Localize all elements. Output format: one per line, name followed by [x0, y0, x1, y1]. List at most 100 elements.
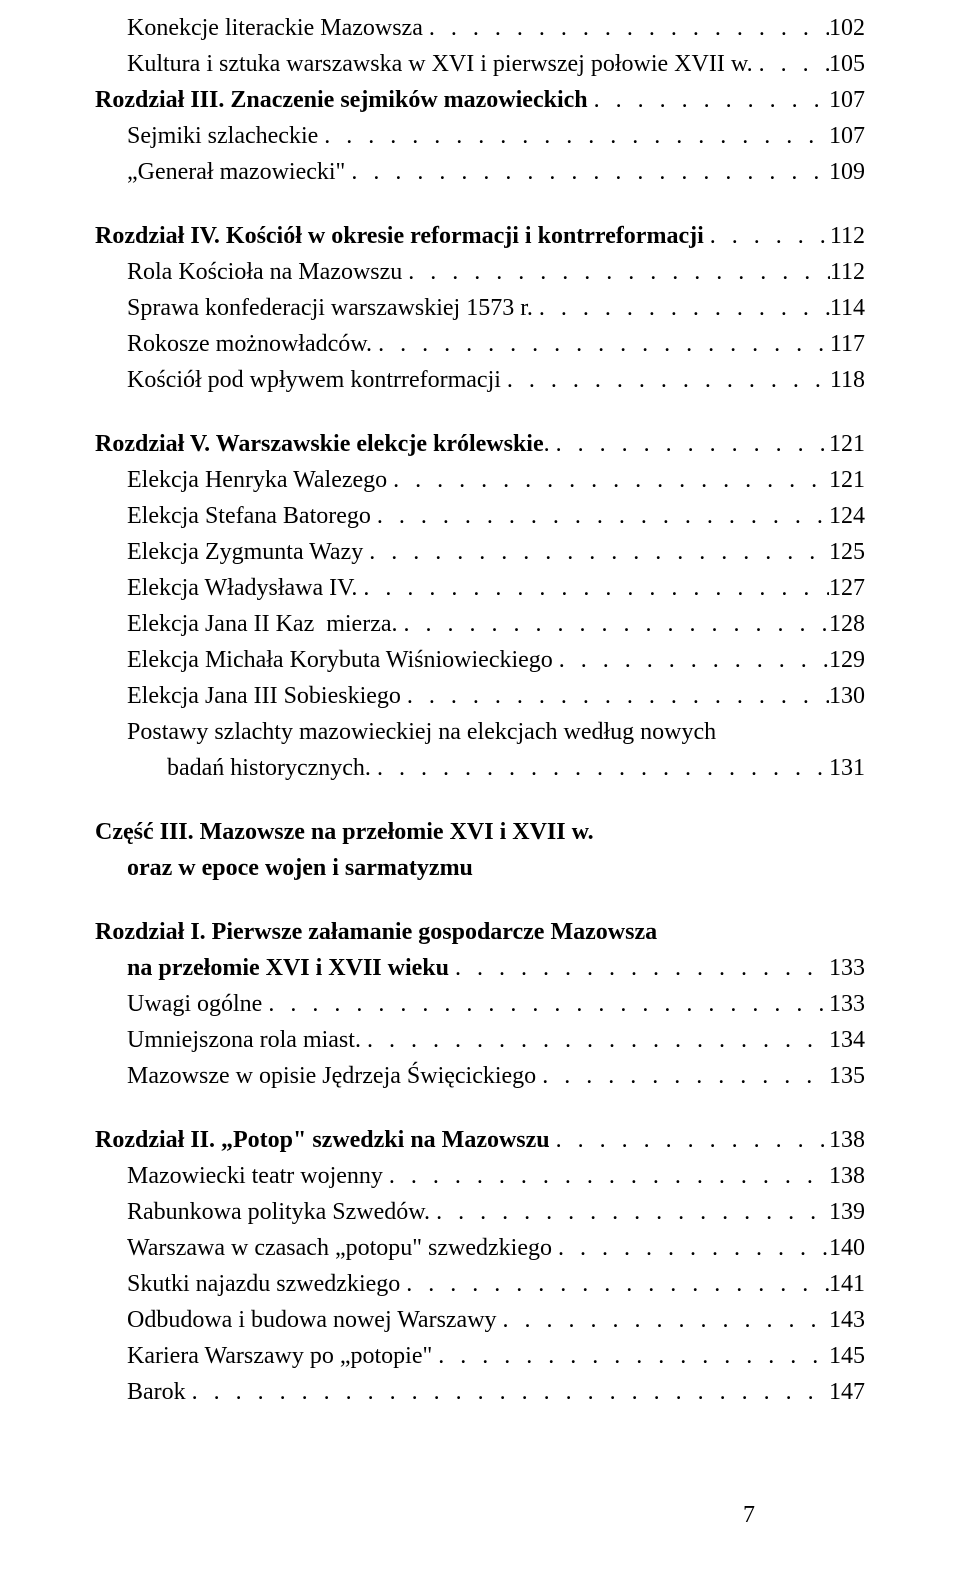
toc-page-number: 121 — [829, 462, 865, 498]
toc-entry: Elekcja Henryka Walezego. . . . . . . . … — [95, 462, 865, 498]
leader-dots: . . . . . . . . . . . . . . . . . . . . … — [497, 1302, 829, 1338]
toc-label: Warszawa w czasach „potopu" szwedzkiego — [95, 1230, 552, 1266]
toc-page-number: 121 — [829, 426, 865, 462]
toc-page-number: 135 — [829, 1058, 865, 1094]
leader-dots: . . . . . . . . . . . . . . . . . . . . … — [753, 46, 829, 82]
toc-entry: Rozdział II. „Potop" szwedzki na Mazowsz… — [95, 1122, 865, 1158]
toc-entry: badań historycznych.. . . . . . . . . . … — [95, 750, 865, 786]
toc-entry: Elekcja Jana II Kaz mierza.. . . . . . .… — [95, 606, 865, 642]
toc-entry: oraz w epoce wojen i sarmatyzmu — [95, 850, 865, 886]
toc-label: Rozdział IV. Kościół w okresie reformacj… — [95, 218, 704, 254]
toc-page-number: 118 — [830, 362, 865, 398]
toc-entry: Część III. Mazowsze na przełomie XVI i X… — [95, 814, 865, 850]
toc-label: Rola Kościoła na Mazowszu — [95, 254, 402, 290]
toc-page-number: 124 — [829, 498, 865, 534]
toc-label: badań historycznych. — [95, 750, 371, 786]
leader-dots: . . . . . . . . . . . . . . . . . . . . … — [401, 678, 829, 714]
toc-entry: Odbudowa i budowa nowej Warszawy. . . . … — [95, 1302, 865, 1338]
toc-label: Elekcja Henryka Walezego — [95, 462, 387, 498]
toc-label: „Generał mazowiecki" — [95, 154, 345, 190]
toc-page-number: 139 — [829, 1194, 865, 1230]
toc-label: Rozdział V. Warszawskie elekcje królewsk… — [95, 426, 550, 462]
leader-dots: . . . . . . . . . . . . . . . . . . . . … — [501, 362, 830, 398]
toc-label: Elekcja Stefana Batorego — [95, 498, 371, 534]
toc-page-number: 109 — [829, 154, 865, 190]
toc-page-number: 128 — [829, 606, 865, 642]
toc-page-number: 145 — [829, 1338, 865, 1374]
toc-entry: Rozdział I. Pierwsze załamanie gospodarc… — [95, 914, 865, 950]
toc-label: Rozdział III. Znaczenie sejmików mazowie… — [95, 82, 588, 118]
toc-label: Część III. Mazowsze na przełomie XVI i X… — [95, 819, 594, 845]
toc-page-number: 130 — [829, 678, 865, 714]
leader-dots: . . . . . . . . . . . . . . . . . . . . … — [432, 1338, 829, 1374]
toc-entry: Rola Kościoła na Mazowszu. . . . . . . .… — [95, 254, 865, 290]
leader-dots: . . . . . . . . . . . . . . . . . . . . … — [363, 534, 829, 570]
leader-dots: . . . . . . . . . . . . . . . . . . . . … — [402, 254, 830, 290]
leader-dots: . . . . . . . . . . . . . . . . . . . . … — [383, 1158, 829, 1194]
toc-page-number: 140 — [829, 1230, 865, 1266]
leader-dots: . . . . . . . . . . . . . . . . . . . . … — [387, 462, 829, 498]
leader-dots: . . . . . . . . . . . . . . . . . . . . … — [552, 1230, 829, 1266]
toc-entry: Elekcja Stefana Batorego. . . . . . . . … — [95, 498, 865, 534]
toc-entry: Postawy szlachty mazowieckiej na elekcja… — [95, 714, 865, 750]
toc-label: Elekcja Michała Korybuta Wiśniowieckiego — [95, 642, 553, 678]
toc-entry: Mazowsze w opisie Jędrzeja Święcickiego.… — [95, 1058, 865, 1094]
toc-entry: Konekcje literackie Mazowsza. . . . . . … — [95, 10, 865, 46]
toc-label: Elekcja Jana III Sobieskiego — [95, 678, 401, 714]
toc-entry: Kościół pod wpływem kontrreformacji. . .… — [95, 362, 865, 398]
leader-dots: . . . . . . . . . . . . . . . . . . . . … — [553, 642, 829, 678]
toc-page-number: 131 — [829, 750, 865, 786]
toc-label: Sejmiki szlacheckie — [95, 118, 318, 154]
toc-page-number: 138 — [829, 1158, 865, 1194]
toc-entry: Kultura i sztuka warszawska w XVI i pier… — [95, 46, 865, 82]
toc-page-number: 134 — [829, 1022, 865, 1058]
toc-entry: Elekcja Jana III Sobieskiego. . . . . . … — [95, 678, 865, 714]
toc-label: Sprawa konfederacji warszawskiej 1573 r. — [95, 290, 533, 326]
toc-entry: Skutki najazdu szwedzkiego. . . . . . . … — [95, 1266, 865, 1302]
toc-label: Umniejszona rola miast. — [95, 1022, 361, 1058]
toc-page-number: 112 — [830, 254, 865, 290]
toc-page-number: 107 — [829, 82, 865, 118]
toc-page-number: 133 — [829, 986, 865, 1022]
leader-dots: . . . . . . . . . . . . . . . . . . . . … — [430, 1194, 829, 1230]
table-of-contents: Konekcje literackie Mazowsza. . . . . . … — [95, 10, 865, 1410]
toc-entry: Uwagi ogólne. . . . . . . . . . . . . . … — [95, 986, 865, 1022]
toc-entry: Rabunkowa polityka Szwedów.. . . . . . .… — [95, 1194, 865, 1230]
toc-page-number: 147 — [829, 1374, 865, 1410]
toc-entry: Rokosze możnowładców.. . . . . . . . . .… — [95, 326, 865, 362]
leader-dots: . . . . . . . . . . . . . . . . . . . . … — [588, 82, 829, 118]
toc-entry: Elekcja Zygmunta Wazy. . . . . . . . . .… — [95, 534, 865, 570]
leader-dots: . . . . . . . . . . . . . . . . . . . . … — [371, 750, 829, 786]
page-container: Konekcje literackie Mazowsza. . . . . . … — [95, 10, 865, 1583]
toc-entry: Sejmiki szlacheckie. . . . . . . . . . .… — [95, 118, 865, 154]
toc-label: Rozdział I. Pierwsze załamanie gospodarc… — [95, 919, 657, 945]
toc-page-number: 143 — [829, 1302, 865, 1338]
toc-page-number: 138 — [829, 1122, 865, 1158]
toc-label: Uwagi ogólne — [95, 986, 262, 1022]
chapter-heading: Rozdział IV. Kościół w okresie reformacj… — [95, 223, 704, 249]
leader-dots: . . . . . . . . . . . . . . . . . . . . … — [550, 1122, 829, 1158]
toc-entry: Barok. . . . . . . . . . . . . . . . . .… — [95, 1374, 865, 1410]
leader-dots: . . . . . . . . . . . . . . . . . . . . … — [398, 606, 829, 642]
toc-page-number: 102 — [829, 10, 865, 46]
leader-dots: . . . . . . . . . . . . . . . . . . . . … — [536, 1058, 829, 1094]
toc-page-number: 107 — [829, 118, 865, 154]
leader-dots: . . . . . . . . . . . . . . . . . . . . … — [400, 1266, 829, 1302]
leader-dots: . . . . . . . . . . . . . . . . . . . . … — [345, 154, 829, 190]
chapter-heading: Rozdział III. Znaczenie sejmików mazowie… — [95, 87, 588, 113]
leader-dots: . . . . . . . . . . . . . . . . . . . . … — [318, 118, 829, 154]
leader-dots: . . . . . . . . . . . . . . . . . . . . … — [704, 218, 830, 254]
toc-label: Mazowsze w opisie Jędrzeja Święcickiego — [95, 1058, 536, 1094]
toc-label: Elekcja Władysława IV. — [95, 570, 357, 606]
toc-entry: Umniejszona rola miast.. . . . . . . . .… — [95, 1022, 865, 1058]
toc-label: Kultura i sztuka warszawska w XVI i pier… — [95, 46, 753, 82]
toc-entry: na przełomie XVI i XVII wieku. . . . . .… — [95, 950, 865, 986]
toc-entry: Elekcja Michała Korybuta Wiśniowieckiego… — [95, 642, 865, 678]
toc-entry: Rozdział V. Warszawskie elekcje królewsk… — [95, 426, 865, 462]
toc-entry: Elekcja Władysława IV.. . . . . . . . . … — [95, 570, 865, 606]
toc-page-number: 129 — [829, 642, 865, 678]
leader-dots: . . . . . . . . . . . . . . . . . . . . … — [423, 10, 829, 46]
toc-label: oraz w epoce wojen i sarmatyzmu — [127, 855, 473, 881]
toc-page-number: 127 — [829, 570, 865, 606]
toc-entry: Mazowiecki teatr wojenny. . . . . . . . … — [95, 1158, 865, 1194]
